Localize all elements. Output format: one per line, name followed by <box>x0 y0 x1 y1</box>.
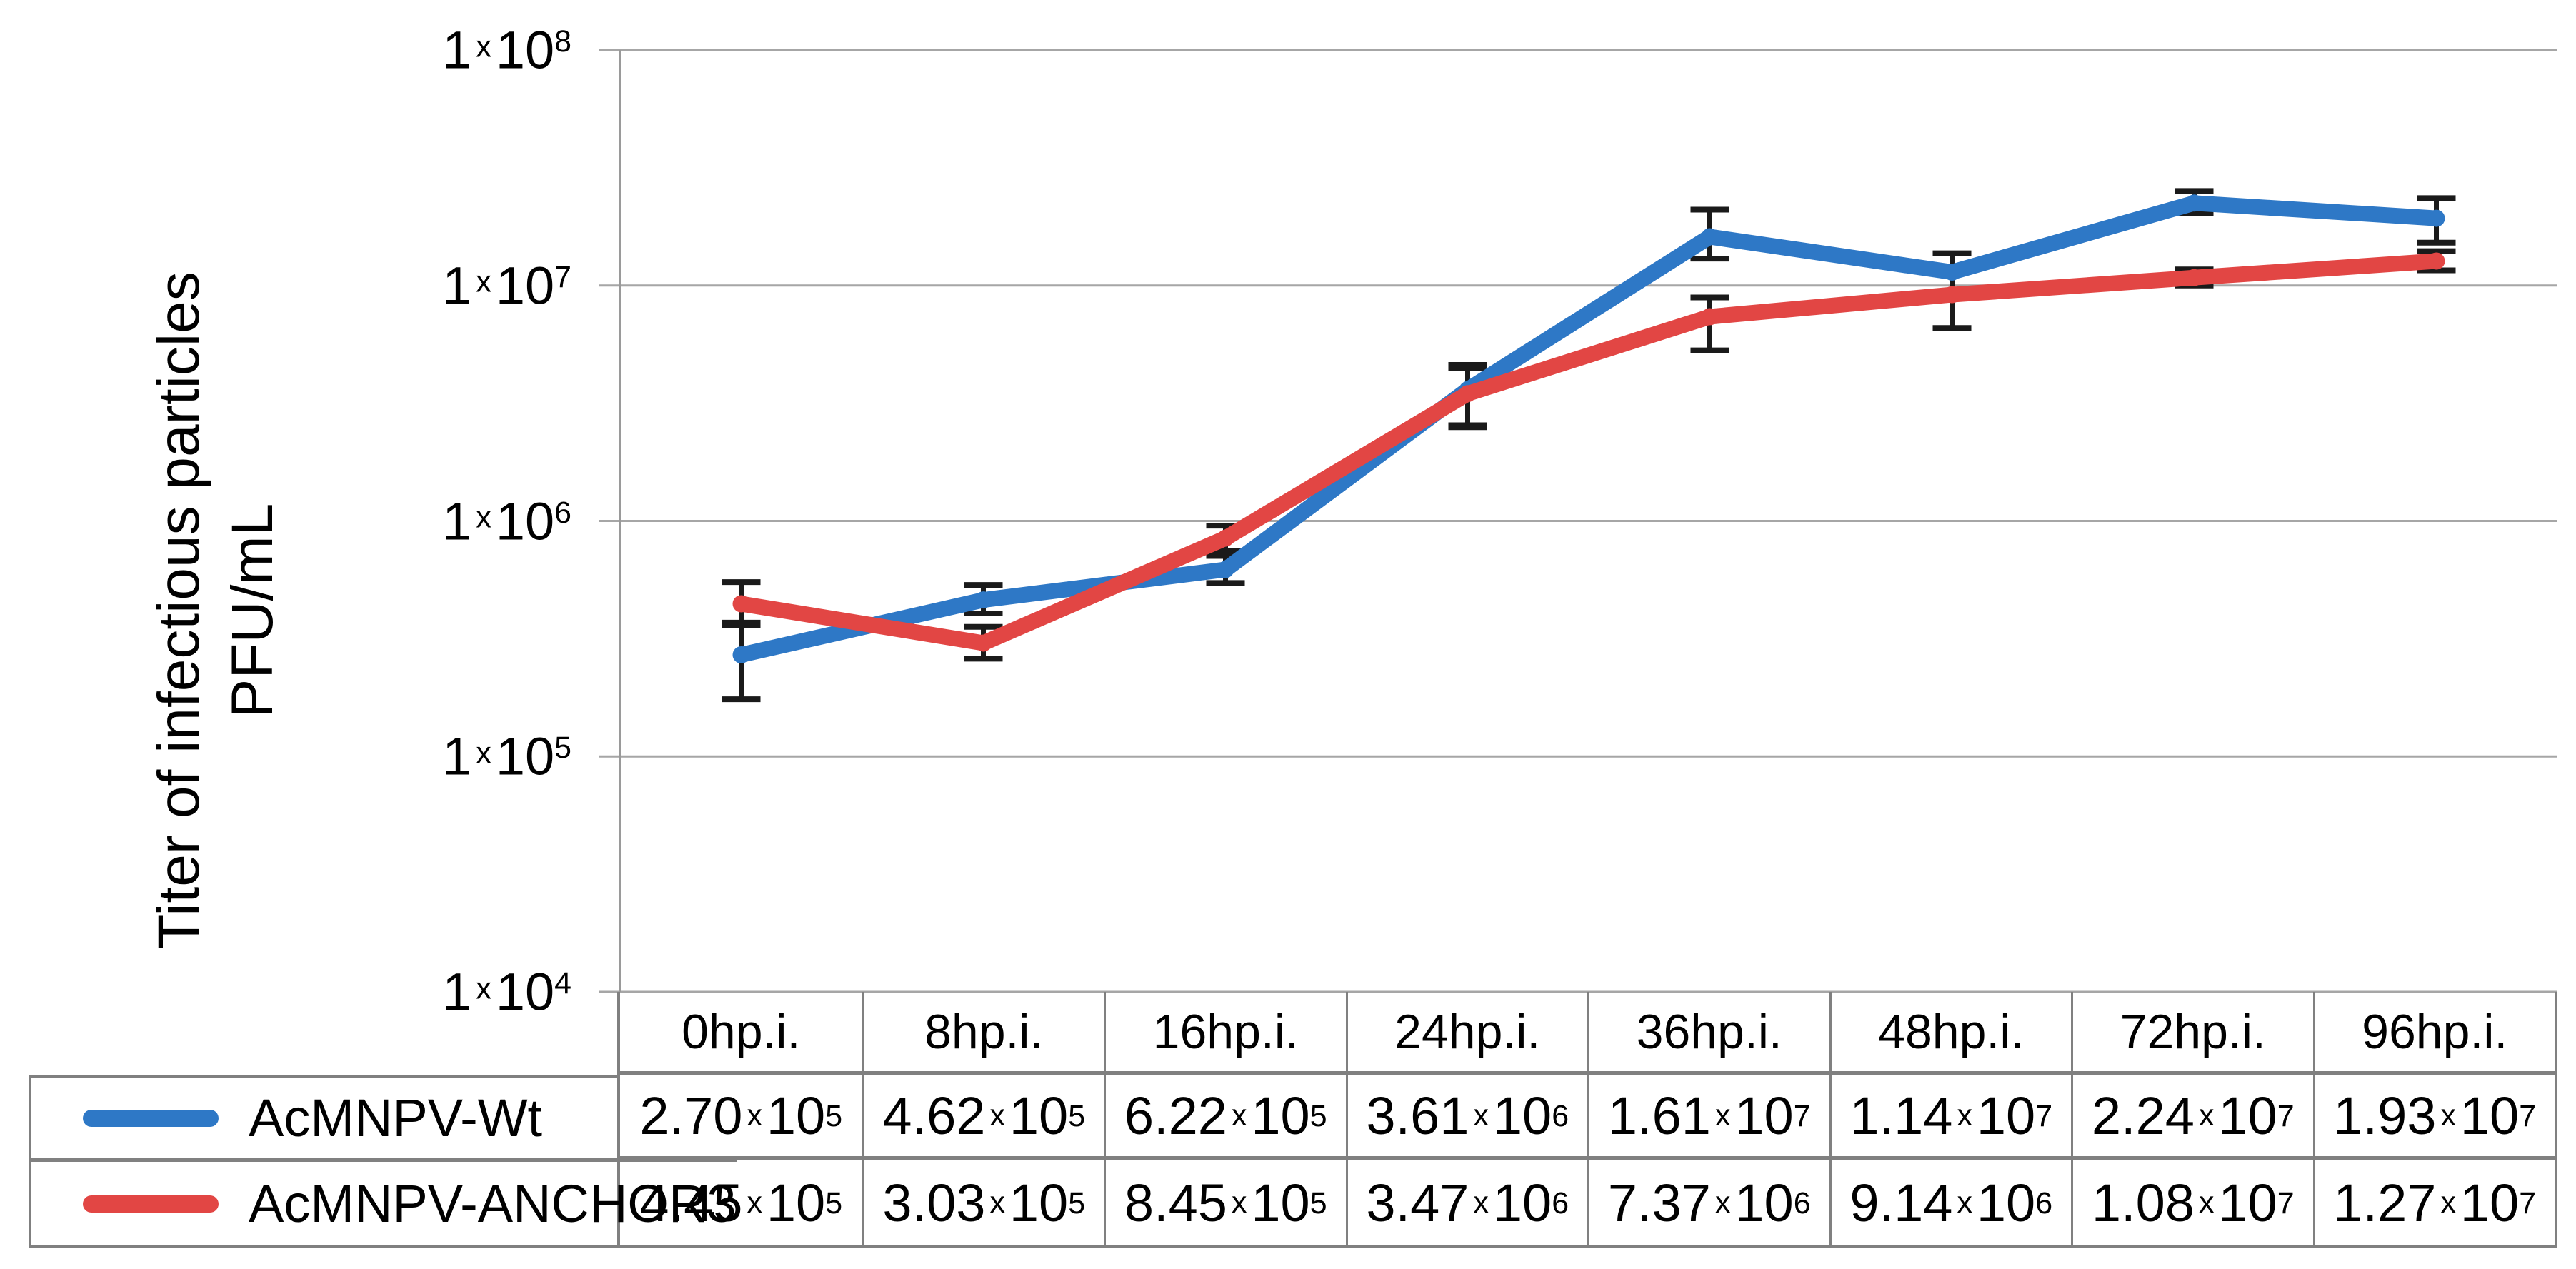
legend-row: AcMNPV-Wt <box>31 1078 737 1162</box>
legend-row: AcMNPV-ANCHOR3 <box>31 1162 737 1245</box>
multiplication-sign: x <box>989 1098 1005 1133</box>
x-category-cell: 36hp.i. <box>1587 992 1829 1071</box>
data-table: 2.70 x 10 5 4.62 x 10 5 6.22 x 10 5 3.61 x 10 6 1.61 x 10 7… <box>620 1075 2557 1248</box>
value-cell: 4.45 x 10 5 <box>639 1173 843 1233</box>
multiplication-sign: x <box>2440 1185 2456 1220</box>
y-axis-title-line1: Titer of infectious particles <box>146 271 211 950</box>
legend-key-swatch <box>83 1109 219 1127</box>
value-cell: 2.70 x 10 5 <box>620 1075 862 1160</box>
multiplication-sign: x <box>2440 1098 2456 1133</box>
y-axis-tick-label: 1 x105 <box>442 726 571 786</box>
x-category-cell: 48hp.i. <box>1829 992 2072 1071</box>
multiplication-sign: x <box>1231 1185 1247 1220</box>
y-axis-tick-label: 1 x104 <box>442 962 571 1022</box>
y-axis-title: Titer of infectious particles PFU/mL <box>143 4 329 1218</box>
exponent: 5 <box>554 731 571 766</box>
x-category-cell: 16hp.i. <box>1104 992 1346 1071</box>
value-cell: 3.03 x 10 5 <box>862 1160 1104 1245</box>
x-category-cell: 24hp.i. <box>1345 992 1588 1071</box>
multiplication-sign: x <box>1957 1098 1972 1133</box>
multiplication-sign: x <box>1714 1185 1731 1220</box>
y-axis-tick-label: 1 x107 <box>442 256 571 316</box>
multiplication-sign: x <box>476 29 491 64</box>
x-category-cell: 0hp.i. <box>682 1004 801 1059</box>
multiplication-sign: x <box>747 1185 762 1220</box>
x-category-cell: 96hp.i. <box>2312 992 2555 1071</box>
multiplication-sign: x <box>476 971 491 1006</box>
value-cell: 3.61 x 10 6 <box>1345 1075 1587 1160</box>
multiplication-sign: x <box>476 500 491 535</box>
y-axis-title-line2: PFU/mL <box>219 503 285 718</box>
multiplication-sign: x <box>747 1098 762 1133</box>
multiplication-sign: x <box>989 1185 1005 1220</box>
multiplication-sign: x <box>1231 1098 1247 1133</box>
value-cell: 3.47 x 10 6 <box>1345 1160 1588 1245</box>
value-cell: 2.24 x 10 7 <box>2071 1075 2313 1160</box>
multiplication-sign: x <box>476 264 491 299</box>
series-name-label: AcMNPV-Wt <box>249 1088 543 1148</box>
multiplication-sign: x <box>1714 1098 1731 1133</box>
x-category-cell: 72hp.i. <box>2071 992 2313 1071</box>
exponent: 7 <box>554 259 571 294</box>
x-axis-category-row: 0hp.i. 8hp.i. 16hp.i. 24hp.i. 36hp.i. 48hp.i.… <box>617 992 2557 1075</box>
y-axis-tick-label: 1 x106 <box>442 491 571 551</box>
value-cell: 4.62 x 10 5 <box>862 1075 1104 1160</box>
exponent: 4 <box>554 965 571 1000</box>
legend-table: AcMNPV-Wt AcMNPV-ANCHOR3 <box>29 1075 737 1248</box>
value-cell: 7.37 x 10 6 <box>1587 1160 1829 1245</box>
value-cell: 1.27 x 10 7 <box>2312 1160 2555 1245</box>
multiplication-sign: x <box>1473 1185 1489 1220</box>
legend-key-swatch <box>83 1195 219 1213</box>
exponent: 6 <box>554 495 571 530</box>
value-cell: 9.14 x 10 6 <box>1829 1160 2072 1245</box>
multiplication-sign: x <box>1957 1185 1972 1220</box>
value-cell: 8.45 x 10 5 <box>1104 1160 1346 1245</box>
multiplication-sign: x <box>1473 1098 1489 1133</box>
multiplication-sign: x <box>2198 1185 2215 1220</box>
value-cell: 1.14 x 10 7 <box>1829 1075 2071 1160</box>
y-axis-tick-label: 1 x108 <box>442 20 571 80</box>
x-category-cell: 8hp.i. <box>862 992 1104 1071</box>
value-cell: 6.22 x 10 5 <box>1104 1075 1346 1160</box>
exponent: 8 <box>554 24 571 59</box>
value-cell: 1.93 x 10 7 <box>2312 1075 2555 1160</box>
multiplication-sign: x <box>2198 1098 2215 1133</box>
series-name-label: AcMNPV-ANCHOR3 <box>249 1174 737 1233</box>
value-cell: 1.61 x 10 7 <box>1587 1075 1829 1160</box>
multiplication-sign: x <box>476 736 491 771</box>
value-cell: 1.08 x 10 7 <box>2071 1160 2313 1245</box>
